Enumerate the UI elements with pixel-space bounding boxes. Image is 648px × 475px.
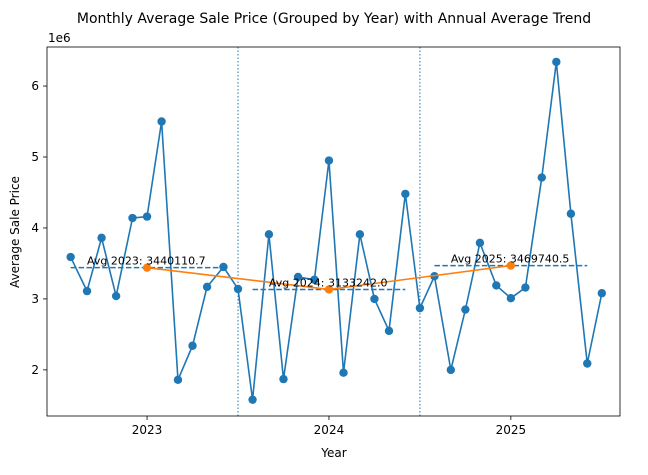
annual-trend-point [142, 263, 152, 272]
annual-average-label: Avg 2025: 3469740.5 [451, 253, 570, 266]
y-tick-label: 3 [31, 292, 39, 306]
monthly-point [506, 294, 516, 303]
monthly-point [233, 284, 243, 294]
annual-average-label: Avg 2023: 3440110.7 [87, 255, 206, 268]
monthly-point [461, 305, 470, 314]
monthly-point [202, 282, 212, 292]
monthly-point [401, 189, 410, 199]
y-tick-label: 5 [31, 150, 39, 164]
monthly-point [521, 283, 530, 292]
monthly-point [566, 209, 576, 218]
monthly-point [111, 291, 121, 301]
y-tick-label: 6 [31, 79, 39, 93]
monthly-point [415, 303, 425, 313]
monthly-point [279, 374, 288, 384]
monthly-series-line [69, 61, 603, 401]
y-axis-label: Average Sale Price [8, 176, 22, 288]
monthly-point [324, 156, 334, 165]
monthly-point [310, 275, 319, 284]
monthly-point [264, 230, 274, 239]
monthly-point [219, 262, 228, 272]
monthly-point [142, 212, 152, 221]
monthly-point [128, 213, 137, 223]
monthly-point [66, 252, 75, 262]
x-tick-label: 2025 [496, 423, 527, 437]
plot-area: Avg 2023: 3440110.7 Avg 2024: 3133242.0 Av… [31, 46, 621, 437]
x-tick-label: 2023 [132, 423, 163, 437]
monthly-point [537, 173, 546, 182]
annual-trend-point [506, 261, 516, 270]
annual-average-label: Avg 2024: 3133242.0 [269, 276, 388, 289]
monthly-point [82, 286, 92, 296]
monthly-point [492, 281, 501, 290]
monthly-point [384, 326, 394, 336]
y-tick-label: 4 [31, 221, 39, 235]
monthly-point [157, 117, 166, 126]
plot-frame [46, 46, 621, 417]
monthly-point [293, 272, 303, 282]
y-offset-text: 1e6 [48, 31, 71, 45]
monthly-point [339, 368, 348, 377]
x-tick-label: 2024 [314, 423, 345, 437]
x-axis-label: Year [320, 446, 346, 460]
monthly-point [355, 230, 365, 239]
monthly-point [97, 233, 106, 243]
chart-title: Monthly Average Sale Price (Grouped by Y… [77, 11, 591, 27]
monthly-point [370, 294, 379, 304]
monthly-point [583, 359, 592, 368]
monthly-point [475, 238, 485, 248]
monthly-point [446, 365, 456, 375]
monthly-point [188, 341, 197, 350]
annual-trend-point [324, 285, 334, 294]
monthly-point [552, 57, 561, 67]
monthly-point [173, 375, 183, 385]
monthly-point [248, 395, 257, 404]
monthly-point [597, 289, 607, 298]
y-tick-label: 2 [31, 363, 39, 377]
